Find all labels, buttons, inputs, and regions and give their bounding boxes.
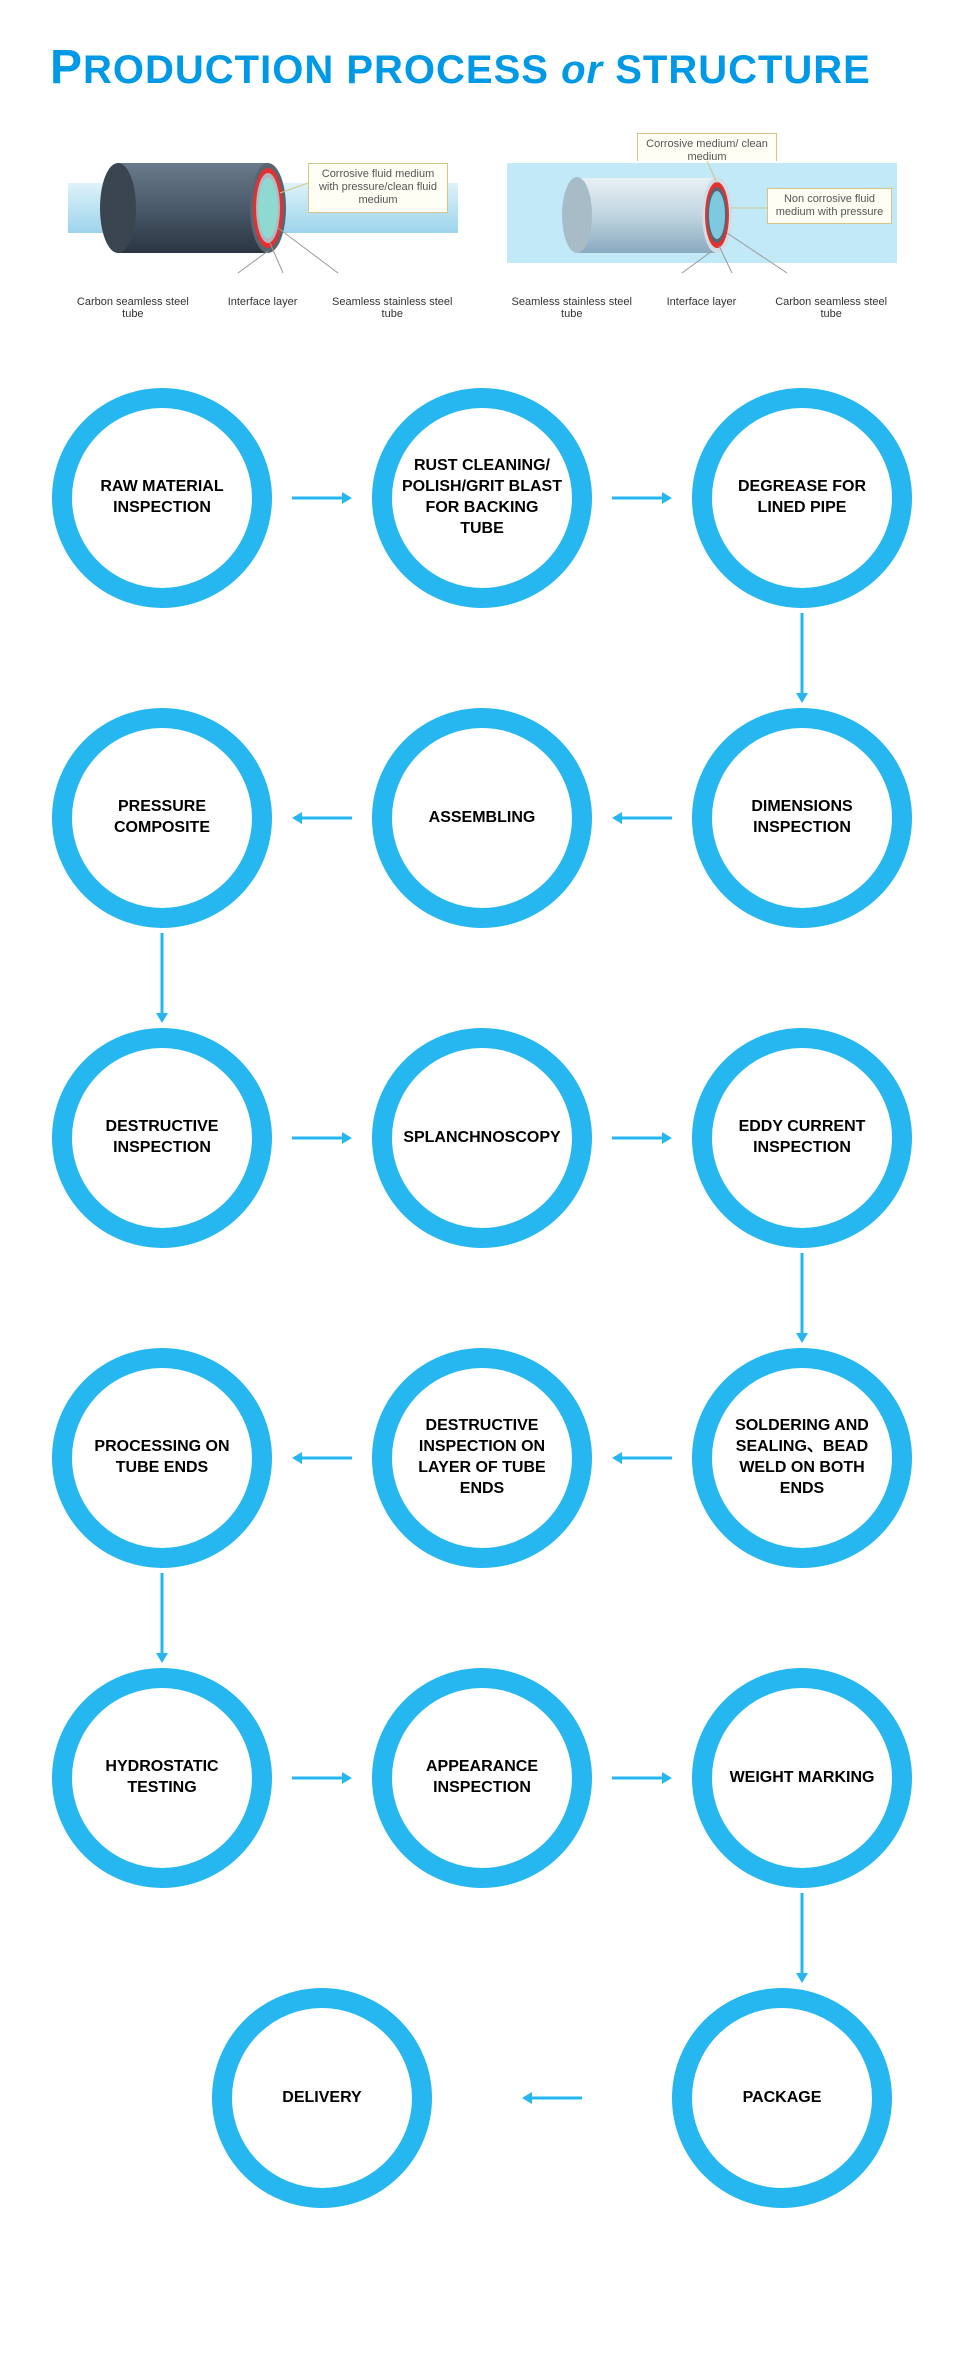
arrow-down-icon: [787, 1893, 817, 1983]
node-soldering: SOLDERING AND SEALING、BEAD WELD ON BOTH …: [692, 1348, 912, 1568]
node-hydrostatic: HYDROSTATIC TESTING: [52, 1668, 272, 1888]
arrow-right-icon: [592, 488, 692, 508]
arrow-right-icon: [592, 1128, 692, 1148]
node-weight-marking: WEIGHT MARKING: [692, 1668, 912, 1888]
arrow-right-icon: [272, 488, 372, 508]
node-assembling: ASSEMBLING: [372, 708, 592, 928]
flow-row-3: DESTRUCTIVE INSPECTION SPLANCHNOSCOPY ED…: [52, 1028, 912, 1248]
arrow-down-icon: [147, 1573, 177, 1663]
arrow-left-icon: [592, 1448, 692, 1468]
node-splanchnoscopy: SPLANCHNOSCOPY: [372, 1028, 592, 1248]
node-eddy-current: EDDY CURRENT INSPECTION: [692, 1028, 912, 1248]
structure-diagram: Corrosive fluid medium with pressure/cle…: [50, 125, 914, 328]
left-tube-svg: Corrosive fluid medium with pressure/cle…: [68, 133, 458, 283]
page-title: PRODUCTION PROCESS or STRUCTURE: [50, 40, 914, 95]
node-appearance: APPEARANCE INSPECTION: [372, 1668, 592, 1888]
arrow-left-icon: [272, 808, 372, 828]
flow-row-2: PRESSURE COMPOSITE ASSEMBLING DIMENSIONS…: [52, 708, 912, 928]
flow-row-6: DELIVERY PACKAGE: [52, 1988, 912, 2208]
node-processing-ends: PROCESSING ON TUBE ENDS: [52, 1348, 272, 1568]
flow-row-5: HYDROSTATIC TESTING APPEARANCE INSPECTIO…: [52, 1668, 912, 1888]
arrow-left-icon: [522, 2088, 582, 2108]
arrow-left-icon: [272, 1448, 372, 1468]
node-raw-material: RAW MATERIAL INSPECTION: [52, 388, 272, 608]
right-tube-labels: Seamless stainless steel tube Interface …: [507, 296, 896, 320]
node-delivery: DELIVERY: [212, 1988, 432, 2208]
node-degrease: DEGREASE FOR LINED PIPE: [692, 388, 912, 608]
arrow-down-icon: [787, 1253, 817, 1343]
right-top-callout: Corrosive medium/ clean medium: [637, 133, 777, 161]
flowchart: RAW MATERIAL INSPECTION RUST CLEANING/ P…: [52, 388, 912, 2208]
node-destructive-layer: DESTRUCTIVE INSPECTION ON LAYER OF TUBE …: [372, 1348, 592, 1568]
arrow-right-icon: [272, 1128, 372, 1148]
node-package: PACKAGE: [672, 1988, 892, 2208]
node-pressure-composite: PRESSURE COMPOSITE: [52, 708, 272, 928]
flow-row-1: RAW MATERIAL INSPECTION RUST CLEANING/ P…: [52, 388, 912, 608]
arrow-right-icon: [272, 1768, 372, 1788]
arrow-right-icon: [592, 1768, 692, 1788]
node-dimensions: DIMENSIONS INSPECTION: [692, 708, 912, 928]
arrow-down-icon: [147, 933, 177, 1023]
flow-row-4: PROCESSING ON TUBE ENDS DESTRUCTIVE INSP…: [52, 1348, 912, 1568]
node-destructive: DESTRUCTIVE INSPECTION: [52, 1028, 272, 1248]
arrow-down-icon: [787, 613, 817, 703]
arrow-left-icon: [592, 808, 692, 828]
right-tube-svg: Corrosive medium/ clean medium Non corro…: [507, 133, 897, 283]
right-tube-panel: Corrosive medium/ clean medium Non corro…: [499, 125, 904, 328]
left-tube-panel: Corrosive fluid medium with pressure/cle…: [60, 125, 465, 328]
node-rust-cleaning: RUST CLEANING/ POLISH/GRIT BLAST FOR BAC…: [372, 388, 592, 608]
left-callout: Corrosive fluid medium with pressure/cle…: [308, 163, 448, 213]
right-callout: Non corrosive fluid medium with pressure: [767, 188, 892, 224]
left-tube-labels: Carbon seamless steel tube Interface lay…: [68, 296, 457, 320]
